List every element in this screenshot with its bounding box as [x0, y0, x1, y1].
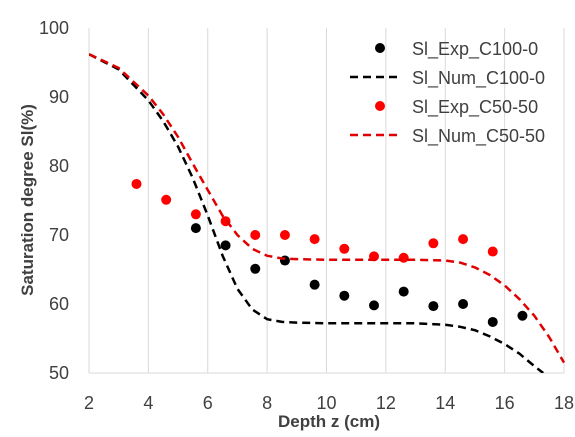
y-tick-label: 90 [49, 87, 69, 107]
legend-item: Sl_Num_C50-50 [350, 126, 545, 147]
legend-label: Sl_Num_C50-50 [412, 126, 545, 147]
y-tick-label: 70 [49, 225, 69, 245]
data-point [458, 234, 469, 245]
y-tick-label: 80 [49, 156, 69, 176]
legend: Sl_Exp_C100-0 Sl_Num_C100-0 Sl_Exp_C50-50 S… [350, 39, 545, 147]
series-layer [89, 53, 566, 373]
data-point [279, 230, 290, 240]
data-point [309, 279, 320, 290]
data-point [398, 286, 409, 297]
data-point [428, 301, 439, 312]
legend-swatch-marker [375, 101, 385, 111]
data-point [517, 310, 528, 321]
data-point [190, 223, 201, 234]
data-point [369, 300, 379, 311]
y-tick-label: 60 [49, 294, 69, 314]
data-point [279, 255, 290, 266]
legend-item: Sl_Num_C100-0 [350, 68, 545, 89]
data-point [250, 230, 261, 240]
x-tick-label: 14 [435, 393, 455, 413]
x-tick-label: 18 [554, 393, 574, 413]
legend-label: Sl_Num_C100-0 [412, 68, 545, 89]
series-Sl_Exp_C100-0 [190, 223, 528, 327]
data-point [428, 238, 439, 249]
series-line [89, 53, 544, 373]
data-point [250, 263, 261, 274]
data-point [161, 194, 172, 205]
x-tick-label: 8 [262, 393, 272, 413]
data-point [398, 252, 409, 263]
x-tick-label: 16 [495, 393, 515, 413]
data-point [190, 209, 201, 220]
x-axis-label: Depth z (cm) [278, 412, 380, 431]
y-tick-label: 50 [49, 363, 69, 383]
legend-item: Sl_Exp_C50-50 [375, 97, 538, 118]
data-point [339, 290, 350, 301]
series-Sl_Exp_C50-50 [131, 178, 498, 263]
legend-label: Sl_Exp_C50-50 [412, 97, 538, 118]
x-tick-label: 10 [316, 393, 336, 413]
x-tick-label: 6 [203, 393, 213, 413]
data-point [487, 246, 498, 257]
x-tick-label: 12 [376, 393, 396, 413]
data-point [309, 234, 320, 245]
data-point [487, 316, 498, 327]
axis-layer: 2 4 6 8 10 12 14 16 18 50 60 70 80 90 100 [39, 18, 574, 413]
y-axis-label: Saturation degree Sl(%) [18, 104, 37, 296]
legend-item: Sl_Exp_C100-0 [375, 39, 538, 60]
x-tick-label: 4 [143, 393, 153, 413]
y-tick-label: 100 [39, 18, 69, 38]
legend-label: Sl_Exp_C100-0 [412, 39, 538, 60]
series-Sl_Num_C100-0 [89, 53, 544, 373]
grid-layer [147, 28, 565, 373]
data-point [131, 178, 142, 189]
data-point [458, 299, 469, 309]
data-point [220, 240, 231, 251]
x-tick-label: 2 [84, 393, 94, 413]
data-point [339, 243, 350, 254]
legend-swatch-marker [375, 43, 385, 53]
